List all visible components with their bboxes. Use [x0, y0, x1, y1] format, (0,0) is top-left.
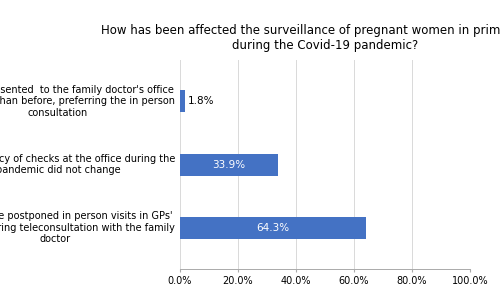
Bar: [180, 153, 278, 176]
Title: How has been affected the surveillance of pregnant women in primary care
during : How has been affected the surveillance o…: [101, 24, 500, 52]
Text: 64.3%: 64.3%: [256, 223, 290, 233]
Bar: [180, 90, 185, 112]
Text: 1.8%: 1.8%: [188, 96, 214, 106]
Text: 33.9%: 33.9%: [212, 159, 246, 170]
Bar: [180, 217, 366, 239]
